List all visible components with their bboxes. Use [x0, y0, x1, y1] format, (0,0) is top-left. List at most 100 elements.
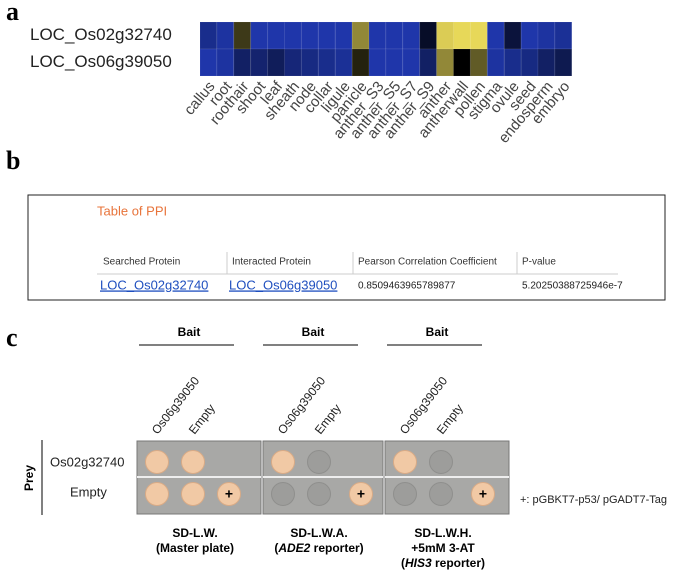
heatmap-cell [368, 21, 387, 50]
caption-part: +5mM 3-AT [411, 541, 475, 555]
column-label: Empty [312, 401, 344, 436]
table-header: Pearson Correlation Coefficient [358, 257, 497, 268]
heatmap-cell [199, 21, 218, 50]
heatmap-cell [520, 21, 539, 50]
caption-part: reporter) [310, 541, 363, 555]
heatmap-cell [267, 21, 286, 50]
heatmap-cell [317, 48, 336, 77]
colony [145, 482, 169, 506]
heatmap-cell [385, 48, 404, 77]
positive-mark: + [479, 486, 487, 502]
table-cell: 5.20250388725946e-7 [522, 281, 623, 292]
colony [429, 482, 453, 506]
heatmap-cell [317, 21, 336, 50]
row-label: LOC_Os06g39050 [30, 52, 172, 71]
colony [271, 482, 295, 506]
colony [181, 482, 205, 506]
table-frame [27, 194, 666, 301]
heatmap-cell [334, 48, 353, 77]
heatmap-cell [436, 21, 455, 50]
plate-caption: (ADE2 reporter) [274, 541, 363, 555]
colony [307, 450, 331, 474]
colony [471, 482, 495, 506]
heatmap-cell [351, 21, 370, 50]
heatmap-cell [469, 48, 488, 77]
column-label: Empty [186, 401, 218, 436]
table-cell: 0.8509463965789877 [358, 281, 456, 292]
prey-label: Empty [70, 484, 107, 499]
colony [217, 482, 241, 506]
plate-caption: +5mM 3-AT [411, 541, 475, 555]
heatmap-cell [453, 48, 471, 77]
column-label: Empty [434, 401, 466, 436]
panel-label: a [6, 0, 19, 26]
colony [145, 450, 169, 474]
heatmap-cell [436, 48, 455, 77]
plate-caption: SD-L.W. [172, 526, 217, 540]
heatmap-cell [385, 21, 404, 50]
positive-note: +: pGBKT7-p53/ pGADT7-Tag [520, 494, 667, 506]
heatmap-cell [216, 21, 235, 50]
heatmap-cell [419, 21, 438, 50]
heatmap-cell [216, 48, 235, 77]
bait-label: Bait [302, 325, 325, 339]
heatmap-cell [402, 21, 421, 50]
colony [349, 482, 373, 506]
colony [429, 450, 453, 474]
colony [181, 450, 205, 474]
prey-title: Prey [22, 465, 36, 491]
caption-part: ( [401, 556, 405, 570]
heatmap-cell [351, 48, 370, 77]
heatmap-cell [233, 48, 252, 77]
heatmap-cell [284, 21, 302, 50]
heatmap-cell [503, 21, 522, 50]
plate-caption: (HIS3 reporter) [401, 556, 485, 570]
caption-part: HIS3 [405, 556, 432, 570]
caption-part: SD-L.W.H. [414, 526, 471, 540]
table-header: Interacted Protein [232, 257, 311, 268]
plate-caption: SD-L.W.A. [290, 526, 347, 540]
heatmap-cell [334, 21, 353, 50]
panel-label: b [6, 146, 20, 175]
heatmap-cell [486, 48, 505, 77]
caption-part: reporter) [432, 556, 485, 570]
heatmap-cell [402, 48, 421, 77]
plate-caption: SD-L.W.H. [414, 526, 471, 540]
colony [307, 482, 331, 506]
heatmap-cell [554, 48, 573, 77]
plate-caption: (Master plate) [156, 541, 234, 555]
heatmap-cell [554, 21, 573, 50]
heatmap-cell [300, 48, 319, 77]
colony [271, 450, 295, 474]
heatmap-cell [503, 48, 522, 77]
colony [393, 450, 417, 474]
panel-label: c [6, 323, 18, 352]
positive-mark: + [225, 486, 233, 502]
caption-part: SD-L.W. [172, 526, 217, 540]
caption-part: SD-L.W.A. [290, 526, 347, 540]
protein-link[interactable]: LOC_Os02g32740 [100, 277, 208, 292]
heatmap-cell [469, 21, 488, 50]
bait-label: Bait [178, 325, 201, 339]
table-header: P-value [522, 257, 556, 268]
table-header: Searched Protein [103, 257, 180, 268]
heatmap-cell [199, 48, 218, 77]
heatmap-cell [368, 48, 387, 77]
bait-label: Bait [426, 325, 449, 339]
heatmap-cell [537, 21, 556, 50]
prey-label: Os02g32740 [50, 454, 124, 469]
heatmap-cell [453, 21, 471, 50]
protein-link[interactable]: LOC_Os06g39050 [229, 277, 337, 292]
heatmap-cell [419, 48, 438, 77]
heatmap-cell [250, 21, 269, 50]
caption-part: ADE2 [277, 541, 310, 555]
colony [393, 482, 417, 506]
heatmap-cell [520, 48, 539, 77]
table-title: Table of PPI [97, 203, 167, 218]
caption-part: (Master plate) [156, 541, 234, 555]
heatmap-cell [486, 21, 505, 50]
heatmap-cell [537, 48, 556, 77]
heatmap-cell [250, 48, 269, 77]
positive-mark: + [357, 486, 365, 502]
